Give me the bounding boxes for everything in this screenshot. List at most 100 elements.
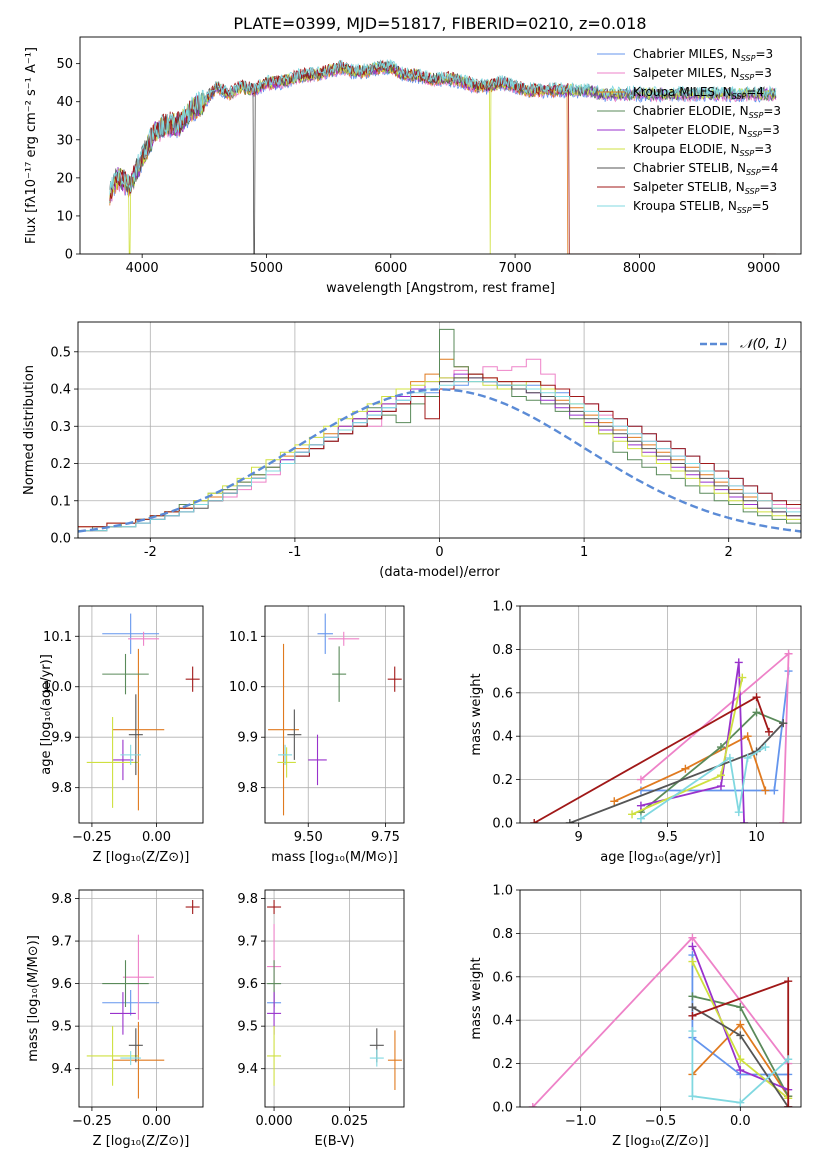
errorbar-point [328,631,360,646]
x-axis-label: Z [log₁₀(Z/Z⊙)] [93,850,190,865]
y-axis-label: age [log₁₀(age/yr)] [39,654,54,775]
y-tick-label: 10 [56,209,73,224]
x-tick-label: 0 [435,545,443,560]
x-axis-label: mass [log₁₀(M/M⊙)] [271,850,398,865]
x-tick-label: −0.25 [72,1114,112,1129]
weight-marker [688,1011,697,1020]
y-tick-label: 9.9 [237,731,258,746]
x-tick-label: −1.0 [565,1114,597,1129]
weight-marker [761,786,770,795]
x-tick-label: 9.50 [294,830,323,845]
weight-marker [688,933,697,942]
y-tick-label: 9.8 [237,781,258,796]
spectrum-legend: Chabrier MILES, NSSP=3 Salpeter MILES, NS… [597,47,781,215]
spectrum-frame [79,36,802,255]
weight-marker [688,992,697,1001]
y-axis-label: mass weight [469,957,484,1039]
weight-marker [736,1066,745,1075]
x-tick-label: 1 [580,545,588,560]
legend-label: Chabrier STELIB, NSSP=4 [633,161,778,177]
weight-marker [736,1098,745,1107]
errorbar-point [120,1051,141,1066]
x-axis-label: E(B-V) [314,1134,354,1149]
y-tick-label: 9.6 [237,977,258,992]
weight-marker [688,1003,697,1012]
y-tick-label: 9.8 [51,781,72,796]
y-tick-label: 0.2 [492,773,513,788]
x-tick-label: 0.025 [331,1114,368,1129]
errorbar-point [387,1030,402,1090]
y-tick-label: 0.6 [492,970,513,985]
errorbar-point [112,739,134,781]
mass-vs-z-axes: −0.25 0.00 9.4 9.5 9.6 9.7 9.8 Z [log₁₀(Z/Z⊙)] m… [26,890,203,1149]
figure-title: PLATE=0399, MJD=51817, FIBERID=0210, z=0… [233,14,646,33]
errorbar-point [277,747,296,778]
errorbar-point [332,646,347,702]
y-tick-label: 0.4 [492,730,513,745]
y-tick-label: 50 [56,57,73,72]
x-tick-label: −0.25 [72,830,112,845]
x-tick-label: 0.000 [255,1114,292,1129]
weight-marker [628,810,637,819]
errorbar-point [317,613,333,654]
weight-line-3 [613,734,767,803]
errorbar-point [102,989,160,1016]
weight-line-5 [640,662,745,823]
mass-vs-z-frame [78,889,204,1108]
weight-marker [736,1003,745,1012]
weight-marker [565,819,574,823]
errorbar-point [267,1026,282,1086]
weight-marker [784,1103,793,1107]
y-tick-label: 30 [56,133,73,148]
age-vs-z-points [86,613,200,811]
y-tick-label: 10.0 [43,680,72,695]
weight-marker [734,658,743,667]
y-tick-label: 40 [56,95,73,110]
y-tick-label: 9.9 [51,731,72,746]
weight-marker [743,732,752,741]
plots-layer: 4000 5000 6000 7000 8000 900001020304050wavel… [22,36,802,1149]
spectrum-series-group [109,59,777,254]
errorbar-point [185,900,200,915]
mass-weight-vs-age-series [530,649,793,823]
errorbar-point [120,744,141,765]
y-tick-label: 9.4 [51,1062,72,1077]
y-tick-label: 9.7 [237,935,258,950]
x-axis-label: wavelength [Angstrom, rest frame] [326,281,555,296]
errorbar-point [122,934,154,1020]
weight-marker [636,801,645,810]
age-vs-z-frame [78,605,204,824]
y-tick-label: 0.0 [492,1101,513,1116]
errorbar-point [110,992,136,1035]
y-tick-label: 0.0 [492,817,513,832]
x-tick-label: 6000 [374,261,407,276]
errorbar-point [308,734,327,786]
weight-marker [725,753,734,762]
y-tick-label: 9.8 [51,892,72,907]
legend-label: Kroupa MILES, NSSP=4 [633,85,764,101]
weight-marker [764,727,773,736]
y-axis-label: Flux [fλ10⁻¹⁷ erg cm⁻² s⁻¹ A⁻¹] [24,47,39,244]
y-tick-label: 0.8 [492,643,513,658]
weight-line-9 [691,1031,789,1104]
x-tick-label: 5000 [250,261,283,276]
y-axis-label: Normed distribution [22,365,37,495]
legend-label: Kroupa STELIB, NSSP=5 [633,199,769,215]
errorbar-point [112,648,165,811]
weight-marker [752,693,761,702]
spectrum-axes: 4000 5000 6000 7000 8000 9000 0 10 20 30 40 50 wavel… [24,47,780,296]
y-tick-label: 0.6 [492,686,513,701]
x-tick-label: 9.5 [657,830,678,845]
y-tick-label: 0.8 [492,927,513,942]
x-tick-label: -1 [288,545,301,560]
weight-marker [736,1020,745,1029]
y-tick-label: 10.0 [229,680,258,695]
x-tick-label: 8000 [623,261,656,276]
x-tick-label: 0.00 [142,830,171,845]
weight-marker [779,819,788,823]
y-tick-label: 9.7 [51,935,72,950]
x-tick-label: 4000 [126,261,159,276]
errorbar-point [128,1028,143,1063]
